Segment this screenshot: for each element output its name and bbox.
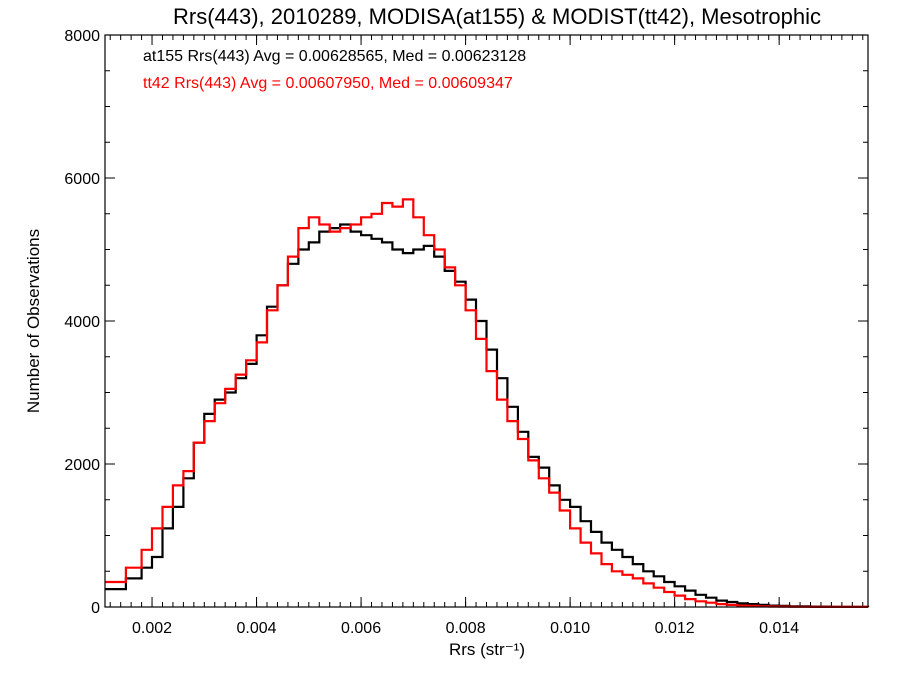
legend-entry-1: tt42 Rrs(443) Avg = 0.00607950, Med = 0.…	[143, 75, 513, 92]
y-axis-ticks: 0 2000 4000 6000 8000	[64, 28, 868, 617]
x-tick-label: 0.006	[341, 620, 381, 637]
y-tick-label: 8000	[64, 28, 100, 45]
series-layer	[105, 198, 870, 608]
x-tick-label: 0.012	[655, 620, 695, 637]
x-tick-label: 0.004	[237, 620, 277, 637]
series-line-1	[105, 198, 870, 608]
y-axis-label: Number of Observations	[24, 229, 43, 413]
y-tick-label: 4000	[64, 314, 100, 331]
plot-frame	[104, 34, 869, 608]
x-tick-label: 0.002	[132, 620, 172, 637]
chart-title: Rrs(443), 2010289, MODISA(at155) & MODIS…	[173, 4, 821, 29]
y-tick-label: 6000	[64, 171, 100, 188]
x-axis-label: Rrs (str⁻¹)	[449, 640, 525, 659]
x-axis-ticks: 0.002 0.004 0.006 0.008 0.010 0.012 0.014	[109, 35, 864, 637]
x-tick-label: 0.008	[446, 620, 486, 637]
series-line-0	[105, 223, 870, 608]
x-tick-label: 0.010	[550, 620, 590, 637]
legend: at155 Rrs(443) Avg = 0.00628565, Med = 0…	[143, 48, 526, 92]
legend-entry-0: at155 Rrs(443) Avg = 0.00628565, Med = 0…	[143, 48, 526, 65]
x-tick-label: 0.014	[759, 620, 799, 637]
y-tick-label: 2000	[64, 457, 100, 474]
y-tick-label: 0	[91, 600, 100, 617]
